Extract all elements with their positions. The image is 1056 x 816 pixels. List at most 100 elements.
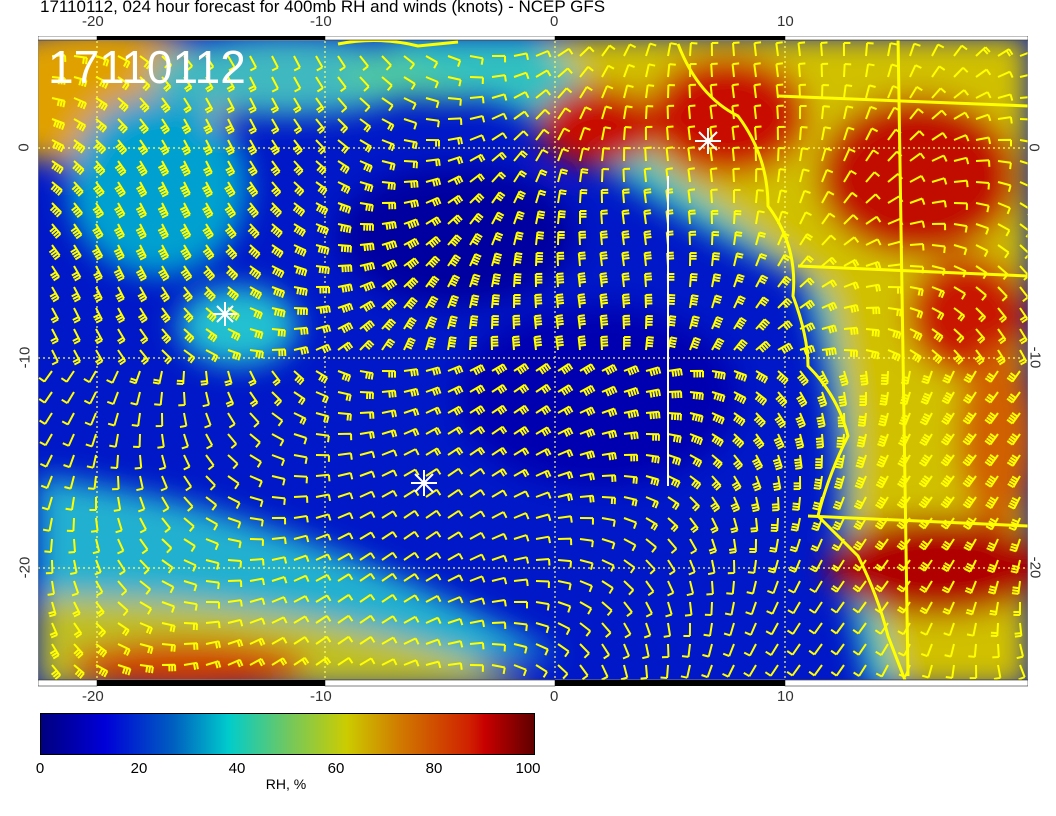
wind-barb-icon <box>874 559 889 572</box>
wind-barb-icon <box>535 210 546 225</box>
wind-barb-icon <box>226 97 235 114</box>
wind-barb-icon <box>425 595 442 603</box>
wind-barb-icon <box>953 307 966 322</box>
wind-barb-icon <box>202 391 210 408</box>
wind-barb-icon <box>293 346 310 355</box>
wind-barb-icon <box>71 181 84 197</box>
wind-barb-icon <box>865 215 882 225</box>
wind-barb-icon <box>469 664 484 672</box>
wind-barb-icon <box>645 42 657 57</box>
wind-barb-icon <box>962 432 977 446</box>
wind-barb-icon <box>775 41 783 57</box>
wind-barb-icon <box>359 636 376 645</box>
wind-barb-icon <box>403 407 420 417</box>
wind-barb-icon <box>557 127 571 141</box>
wind-barb-icon <box>579 450 596 460</box>
wind-barb-icon <box>535 601 550 611</box>
wind-barb-icon <box>843 326 859 335</box>
wind-barb-icon <box>920 643 933 658</box>
wind-barb-icon <box>113 223 125 240</box>
wind-barb-icon <box>953 179 969 188</box>
wind-barb-icon <box>667 538 678 554</box>
wind-barb-icon <box>45 559 54 575</box>
wind-barb-icon <box>919 433 933 447</box>
wind-barb-icon <box>599 314 609 330</box>
wind-barb-icon <box>997 307 1007 323</box>
wind-barb-icon <box>865 105 877 120</box>
wind-barb-icon <box>688 83 696 99</box>
wind-barb-icon <box>381 469 398 477</box>
wind-barb-icon <box>293 412 307 425</box>
wind-barb-icon <box>689 369 704 378</box>
wind-barb-icon <box>686 580 695 597</box>
wind-barb-icon <box>821 212 836 225</box>
wind-barb-icon <box>975 223 990 235</box>
wind-barb-icon <box>683 622 691 637</box>
wind-barb-icon <box>293 160 304 176</box>
wind-barb-icon <box>733 370 748 382</box>
wind-barb-icon <box>623 409 640 419</box>
wind-barb-icon <box>645 517 659 531</box>
wind-barb-icon <box>579 472 595 481</box>
wind-barb-icon <box>743 643 757 657</box>
wind-barb-icon <box>747 559 757 574</box>
wind-barb-icon <box>997 48 1014 57</box>
wind-barb-icon <box>469 193 485 204</box>
wind-barb-icon <box>89 497 97 511</box>
wind-barb-icon <box>557 622 571 636</box>
wind-barb-icon <box>225 118 235 135</box>
wind-barb-icon <box>975 181 990 190</box>
wind-barb-icon <box>816 412 826 429</box>
wind-barb-icon <box>66 517 75 532</box>
wind-barb-icon <box>557 147 570 162</box>
wind-barb-icon <box>1006 370 1021 383</box>
wind-barb-icon <box>953 44 968 57</box>
wind-barb-icon <box>249 328 264 340</box>
wind-barb-icon <box>997 202 1011 215</box>
wind-barb-icon <box>94 349 104 366</box>
wind-barb-icon <box>557 492 574 502</box>
wind-barb-icon <box>337 593 354 603</box>
wind-barb-icon <box>447 405 464 416</box>
wind-barb-icon <box>491 446 508 456</box>
wind-barb-icon <box>359 118 372 133</box>
wind-barb-icon <box>601 538 616 550</box>
wind-barb-icon <box>661 643 670 659</box>
wind-barb-icon <box>794 433 805 450</box>
wind-barb-icon <box>732 167 740 183</box>
wind-barb-icon <box>359 202 374 212</box>
wind-barb-icon <box>704 601 713 616</box>
wind-barb-icon <box>918 538 933 551</box>
wind-barb-icon <box>645 336 654 351</box>
wind-barb-icon <box>381 572 398 582</box>
wind-barb-icon <box>601 664 609 680</box>
wind-barb-icon <box>918 495 933 509</box>
colorbar-tick: 20 <box>130 760 148 777</box>
wind-barb-icon <box>403 76 416 90</box>
wind-barb-icon <box>513 622 528 632</box>
wind-barb-icon <box>491 231 504 246</box>
wind-barb-icon <box>953 66 969 78</box>
wind-barb-icon <box>997 244 1010 259</box>
wind-barb-icon <box>447 574 464 582</box>
wind-barb-icon <box>777 168 787 183</box>
wind-barb-icon <box>447 531 464 540</box>
wind-barb-icon <box>645 538 657 553</box>
wind-barb-icon <box>337 202 352 214</box>
star-marker-icon <box>213 128 721 496</box>
wind-barb-icon <box>512 314 521 330</box>
wind-barb-icon <box>180 244 192 261</box>
wind-barb-icon <box>106 391 119 406</box>
wind-barb-icon <box>767 580 779 595</box>
wind-barb-icon <box>403 118 418 130</box>
wind-barb-icon <box>810 538 823 552</box>
wind-barb-icon <box>130 391 141 406</box>
wind-barb-icon <box>535 405 552 416</box>
wind-barb-icon <box>799 277 815 288</box>
wind-barb-icon <box>513 534 530 542</box>
wind-barb-icon <box>183 496 194 512</box>
wind-barb-icon <box>765 622 779 636</box>
wind-barb-icon <box>139 538 149 555</box>
wind-barb-icon <box>831 559 845 572</box>
wind-barb-icon <box>838 391 848 407</box>
